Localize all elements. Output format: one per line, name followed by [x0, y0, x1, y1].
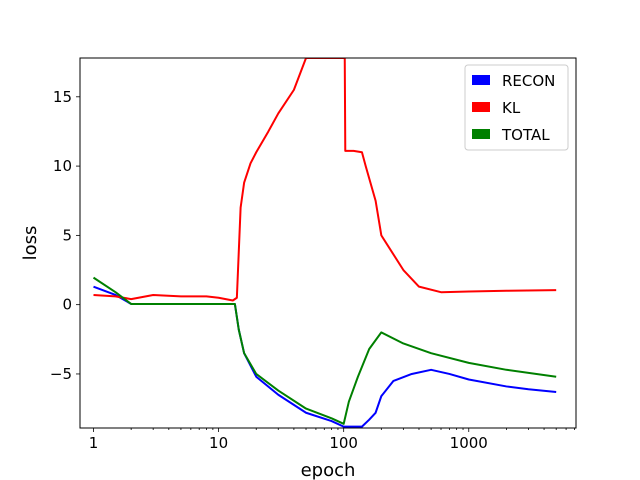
- x-axis-label: epoch: [301, 460, 356, 480]
- series-line-total: [92, 276, 557, 425]
- legend: RECON KL TOTAL: [464, 64, 569, 151]
- x-tick-label: 10: [209, 434, 228, 452]
- y-tick-label: −5: [50, 365, 72, 383]
- x-tick-label: 100: [329, 434, 358, 452]
- plot-frame: [79, 57, 577, 429]
- series-line-kl: [93, 58, 557, 302]
- legend-label-recon: RECON: [502, 72, 555, 90]
- legend-label-total: TOTAL: [501, 126, 550, 144]
- y-tick-label: 5: [62, 226, 72, 244]
- legend-label-kl: KL: [502, 99, 521, 117]
- legend-frame: [464, 64, 569, 151]
- x-tick-label: 1: [89, 434, 99, 452]
- series-layer: [92, 58, 557, 428]
- y-tick-label: 15: [53, 88, 72, 106]
- y-axis-label: loss: [20, 226, 41, 261]
- legend-swatch-total: [472, 129, 490, 139]
- y-tick-label: 10: [53, 157, 72, 175]
- legend-swatch-recon: [472, 75, 490, 85]
- y-tick-label: 0: [62, 296, 72, 314]
- ticks-layer: 1 10 100 1000 −5 0 5 10 15: [50, 88, 575, 452]
- x-tick-label: 1000: [450, 434, 488, 452]
- legend-swatch-kl: [472, 102, 490, 112]
